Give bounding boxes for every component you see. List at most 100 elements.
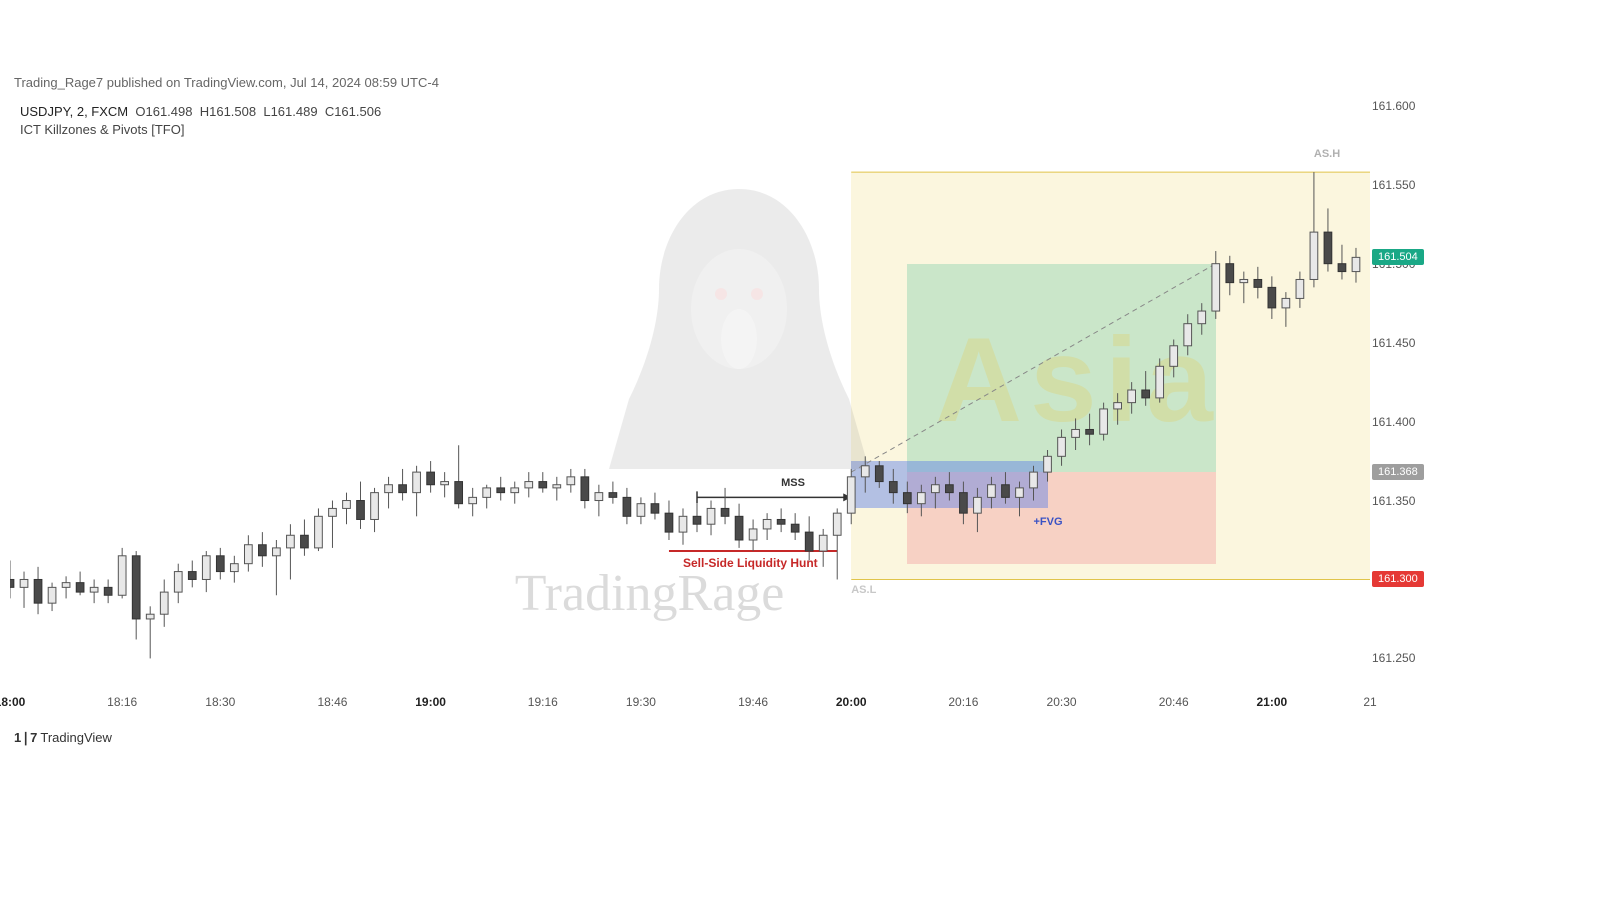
candle: [623, 497, 631, 516]
candle: [160, 592, 168, 614]
time-tick: 21: [1363, 695, 1376, 709]
candle: [637, 504, 645, 517]
candle: [1142, 390, 1150, 398]
candle: [595, 493, 603, 501]
candle: [1044, 456, 1052, 472]
candle: [216, 556, 224, 572]
price-tick: 161.450: [1372, 336, 1415, 350]
candle: [525, 482, 533, 488]
candle: [10, 579, 14, 587]
candle: [202, 556, 210, 580]
tradingview-text: TradingView: [40, 730, 112, 745]
price-chart[interactable]: Asia TradingRageMSS+FVGSell-Side Liquidi…: [10, 90, 1370, 690]
candle: [721, 508, 729, 516]
price-tick: 161.400: [1372, 415, 1415, 429]
candle: [441, 482, 449, 485]
candle: [889, 482, 897, 493]
candle: [315, 516, 323, 548]
candle: [511, 488, 519, 493]
candle: [791, 524, 799, 532]
candle: [104, 587, 112, 595]
candle: [287, 535, 295, 548]
candle: [707, 508, 715, 524]
candle: [1184, 324, 1192, 346]
asia-high-label: AS.H: [1314, 148, 1340, 160]
time-tick: 19:16: [528, 695, 558, 709]
candle: [244, 545, 252, 564]
candle: [735, 516, 743, 540]
time-tick: 20:00: [836, 695, 867, 709]
candle: [1324, 232, 1332, 264]
asia-low-label: AS.L: [851, 584, 876, 596]
candle: [763, 519, 771, 528]
candle: [1002, 485, 1010, 498]
time-tick: 19:00: [415, 695, 446, 709]
candle: [385, 485, 393, 493]
stop-price-tag: 161.300: [1372, 571, 1424, 587]
candle: [483, 488, 491, 497]
candle: [847, 477, 855, 513]
candle: [567, 477, 575, 485]
candle: [693, 516, 701, 524]
tv-glyph-icon: 1❘7: [14, 730, 36, 745]
time-tick: 18:16: [107, 695, 137, 709]
candle: [1226, 264, 1234, 283]
entry-price-tag: 161.368: [1372, 464, 1424, 480]
candle: [469, 497, 477, 503]
candle: [1296, 279, 1304, 298]
candle: [343, 501, 351, 509]
time-tick: 20:30: [1047, 695, 1077, 709]
time-tick: 18:46: [317, 695, 347, 709]
candle: [749, 529, 757, 540]
candle: [651, 504, 659, 513]
candle: [146, 614, 154, 619]
publish-header: Trading_Rage7 published on TradingView.c…: [14, 75, 439, 90]
candle: [1240, 279, 1248, 282]
candle: [1128, 390, 1136, 403]
candle: [1086, 429, 1094, 434]
candle: [777, 519, 785, 524]
price-axis: 161.250 161.300 161.350 161.400 161.450 161.5…: [1372, 90, 1452, 690]
price-tick: 161.600: [1372, 99, 1415, 113]
candle: [1058, 437, 1066, 456]
candle: [960, 493, 968, 514]
price-tick: 161.250: [1372, 651, 1415, 665]
candle: [413, 472, 421, 493]
price-tick: 161.350: [1372, 494, 1415, 508]
time-tick: 18:00: [0, 695, 25, 709]
candle: [399, 485, 407, 493]
mss-label: MSS: [781, 477, 805, 489]
candle: [903, 493, 911, 504]
candle: [1030, 472, 1038, 488]
candle: [1198, 311, 1206, 324]
candle: [62, 583, 70, 588]
candle: [932, 485, 940, 493]
candle: [1282, 298, 1290, 307]
ssl-label: Sell-Side Liquidity Hunt: [683, 556, 818, 570]
candle: [497, 488, 505, 493]
candle: [833, 513, 841, 535]
tradingview-logo: 1❘7 TradingView: [14, 730, 112, 746]
candle: [1114, 403, 1122, 409]
candle: [665, 513, 673, 532]
candle: [357, 501, 365, 520]
candle: [1016, 488, 1024, 497]
last-price-tag: 161.504: [1372, 249, 1424, 265]
candle: [1100, 409, 1108, 434]
fvg-label: +FVG: [1034, 516, 1063, 528]
time-axis: 18:0018:1618:3018:4619:0019:1619:3019:46…: [10, 695, 1370, 715]
candle: [581, 477, 589, 501]
candle: [1212, 264, 1220, 311]
candle: [974, 497, 982, 513]
time-tick: 20:46: [1159, 695, 1189, 709]
candle: [301, 535, 309, 548]
candle: [273, 548, 281, 556]
candle: [1072, 429, 1080, 437]
candle: [1156, 366, 1164, 398]
candle: [329, 508, 337, 516]
candle: [917, 493, 925, 504]
candle: [1310, 232, 1318, 279]
candle: [34, 579, 42, 603]
candle: [132, 556, 140, 619]
time-tick: 19:46: [738, 695, 768, 709]
